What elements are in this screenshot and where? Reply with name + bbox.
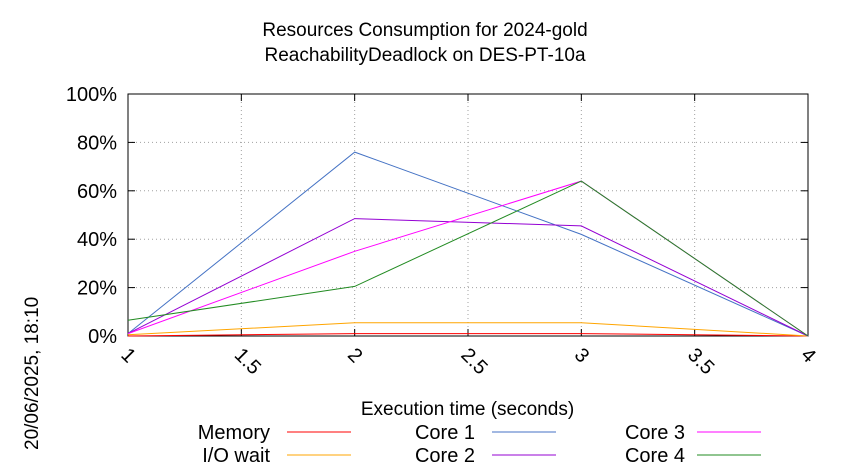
legend-label: Core 3 [625,422,685,444]
x-tick-label: 3.5 [683,344,718,379]
y-axis: 0% 20% 40% 60% 80% 100% [66,84,808,348]
x-tick-label: 1.5 [230,344,265,379]
y-tick-label: 100% [66,84,117,106]
x-tick-label: 4 [796,344,819,367]
chart-subtitle: ReachabilityDeadlock on DES-PT-10a [264,45,586,66]
series-line-core-2 [127,218,809,337]
y-tick-label: 40% [77,229,117,251]
legend-label: Core 1 [415,422,475,444]
series-line-core-1 [127,151,809,337]
series-line-memory [127,333,809,337]
x-tick-label: 2 [343,344,366,367]
x-axis-label: Execution time (seconds) [360,399,575,420]
legend-label: Core 4 [625,445,685,467]
x-tick-label: 2.5 [456,344,491,379]
series-lines [127,151,809,337]
legend-label: Memory [198,422,270,444]
legend-label: I/O wait [202,445,270,467]
series-line-i-o-wait [127,322,809,337]
x-tick-label: 1 [116,344,139,367]
chart-title: Resources Consumption for 2024-gold [262,20,588,41]
y-tick-label: 20% [77,278,117,300]
x-tick-label: 3 [570,344,593,367]
y-tick-label: 80% [77,132,117,154]
series-line-core-4 [127,180,809,337]
y-tick-label: 0% [88,326,117,348]
legend-label: Core 2 [415,445,475,467]
y-tick-label: 60% [77,181,117,203]
grid [127,93,809,337]
